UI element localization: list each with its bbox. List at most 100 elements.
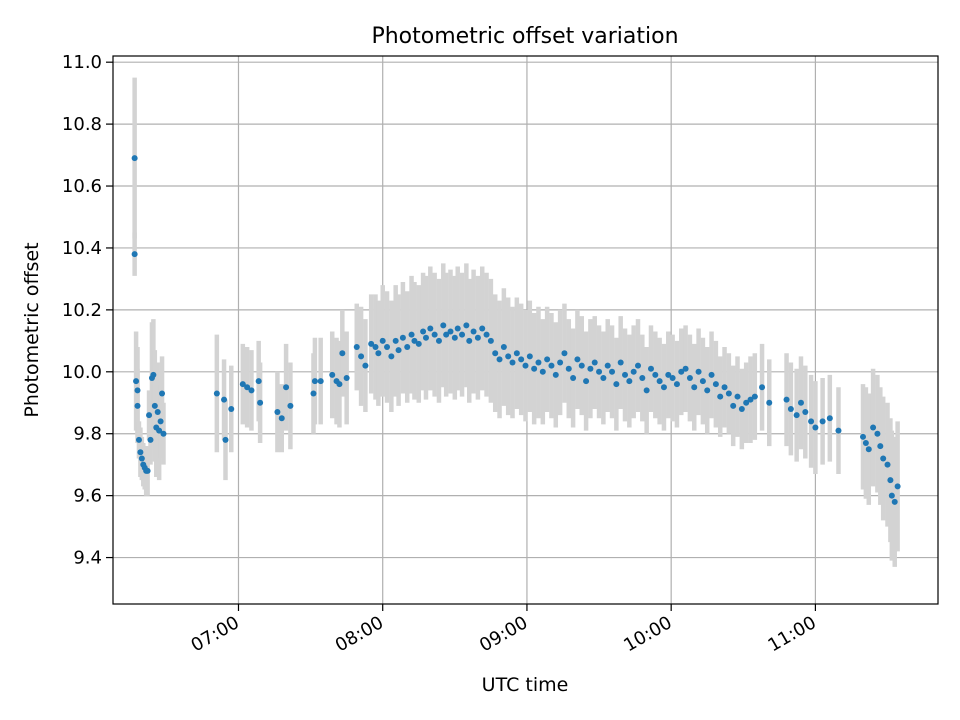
data-point bbox=[379, 337, 386, 344]
data-point bbox=[686, 374, 693, 381]
data-point bbox=[708, 371, 715, 378]
data-point bbox=[150, 371, 157, 378]
error-bars bbox=[132, 77, 900, 567]
data-point bbox=[544, 356, 551, 363]
data-point bbox=[531, 365, 538, 372]
data-point bbox=[384, 344, 391, 351]
data-point bbox=[643, 387, 650, 394]
data-point bbox=[808, 418, 815, 425]
data-point bbox=[213, 390, 220, 397]
y-tick-label: 10.6 bbox=[62, 176, 102, 197]
data-point bbox=[427, 325, 434, 332]
data-point bbox=[287, 402, 294, 409]
data-point bbox=[443, 331, 450, 338]
data-point bbox=[695, 368, 702, 375]
data-point bbox=[766, 399, 773, 406]
data-point bbox=[151, 402, 158, 409]
data-point bbox=[730, 402, 737, 409]
y-tick-label: 10.0 bbox=[62, 362, 102, 383]
data-point bbox=[884, 461, 891, 468]
x-tick-label: 09:00 bbox=[476, 612, 531, 656]
data-point bbox=[137, 449, 144, 456]
data-point bbox=[738, 405, 745, 412]
data-point bbox=[459, 331, 466, 338]
data-point bbox=[591, 359, 598, 366]
data-point bbox=[793, 412, 800, 419]
data-point bbox=[146, 412, 153, 419]
data-point bbox=[375, 350, 382, 357]
data-point bbox=[156, 427, 163, 434]
data-point bbox=[535, 359, 542, 366]
data-point bbox=[228, 405, 235, 412]
data-point bbox=[747, 396, 754, 403]
y-tick-label: 9.6 bbox=[73, 486, 102, 507]
chart-title: Photometric offset variation bbox=[371, 24, 678, 49]
data-point bbox=[574, 356, 581, 363]
data-point bbox=[339, 350, 346, 357]
data-point bbox=[440, 322, 447, 329]
y-tick-label: 10.8 bbox=[62, 114, 102, 135]
data-point bbox=[395, 347, 402, 354]
data-point bbox=[539, 368, 546, 375]
data-point bbox=[647, 365, 654, 372]
data-point bbox=[372, 344, 379, 351]
data-point bbox=[548, 362, 555, 369]
data-point bbox=[604, 362, 611, 369]
data-point bbox=[157, 418, 164, 425]
data-point bbox=[343, 374, 350, 381]
data-point bbox=[583, 378, 590, 385]
x-axis-ticks: 07:00 08:00 09:00 10:00 11:00 bbox=[188, 604, 820, 656]
data-point bbox=[222, 436, 229, 443]
x-tick-label: 08:00 bbox=[332, 612, 387, 656]
data-point bbox=[160, 430, 167, 437]
data-point bbox=[870, 424, 877, 431]
x-tick-label: 11:00 bbox=[764, 612, 819, 656]
data-point bbox=[133, 378, 140, 385]
data-point bbox=[802, 409, 809, 416]
data-point bbox=[368, 340, 375, 347]
data-point bbox=[239, 381, 246, 388]
data-point bbox=[454, 325, 461, 332]
x-tick-label: 07:00 bbox=[188, 612, 243, 656]
data-point bbox=[787, 405, 794, 412]
data-point bbox=[492, 350, 499, 357]
data-point bbox=[353, 344, 360, 351]
data-point bbox=[415, 340, 422, 347]
data-point bbox=[248, 387, 255, 394]
data-point bbox=[691, 384, 698, 391]
y-axis-ticks: 9.4 9.6 9.8 10.0 10.2 10.4 10.6 10.8 11.0 bbox=[62, 52, 113, 569]
data-point bbox=[717, 393, 724, 400]
data-point bbox=[131, 251, 138, 258]
data-point bbox=[329, 371, 336, 378]
data-point bbox=[660, 384, 667, 391]
data-point bbox=[721, 384, 728, 391]
data-point bbox=[221, 396, 228, 403]
data-point bbox=[144, 467, 151, 474]
data-point bbox=[596, 368, 603, 375]
plot-frame bbox=[112, 55, 939, 605]
data-point bbox=[557, 359, 564, 366]
y-tick-label: 10.4 bbox=[62, 238, 102, 259]
data-point bbox=[463, 322, 470, 329]
y-tick-label: 9.4 bbox=[73, 548, 102, 569]
data-point bbox=[797, 399, 804, 406]
data-point bbox=[479, 325, 486, 332]
data-point bbox=[812, 424, 819, 431]
data-point bbox=[466, 337, 473, 344]
data-point bbox=[673, 381, 680, 388]
data-point bbox=[244, 384, 251, 391]
data-point bbox=[862, 440, 869, 447]
data-point bbox=[874, 430, 881, 437]
data-point bbox=[500, 344, 507, 351]
data-point bbox=[470, 328, 477, 335]
data-point bbox=[751, 393, 758, 400]
data-point bbox=[704, 387, 711, 394]
data-point bbox=[552, 371, 559, 378]
data-point bbox=[682, 365, 689, 372]
data-point bbox=[570, 374, 577, 381]
data-point bbox=[656, 378, 663, 385]
data-point bbox=[154, 409, 161, 416]
data-point bbox=[362, 362, 369, 369]
data-point bbox=[408, 331, 415, 338]
data-point bbox=[147, 436, 154, 443]
